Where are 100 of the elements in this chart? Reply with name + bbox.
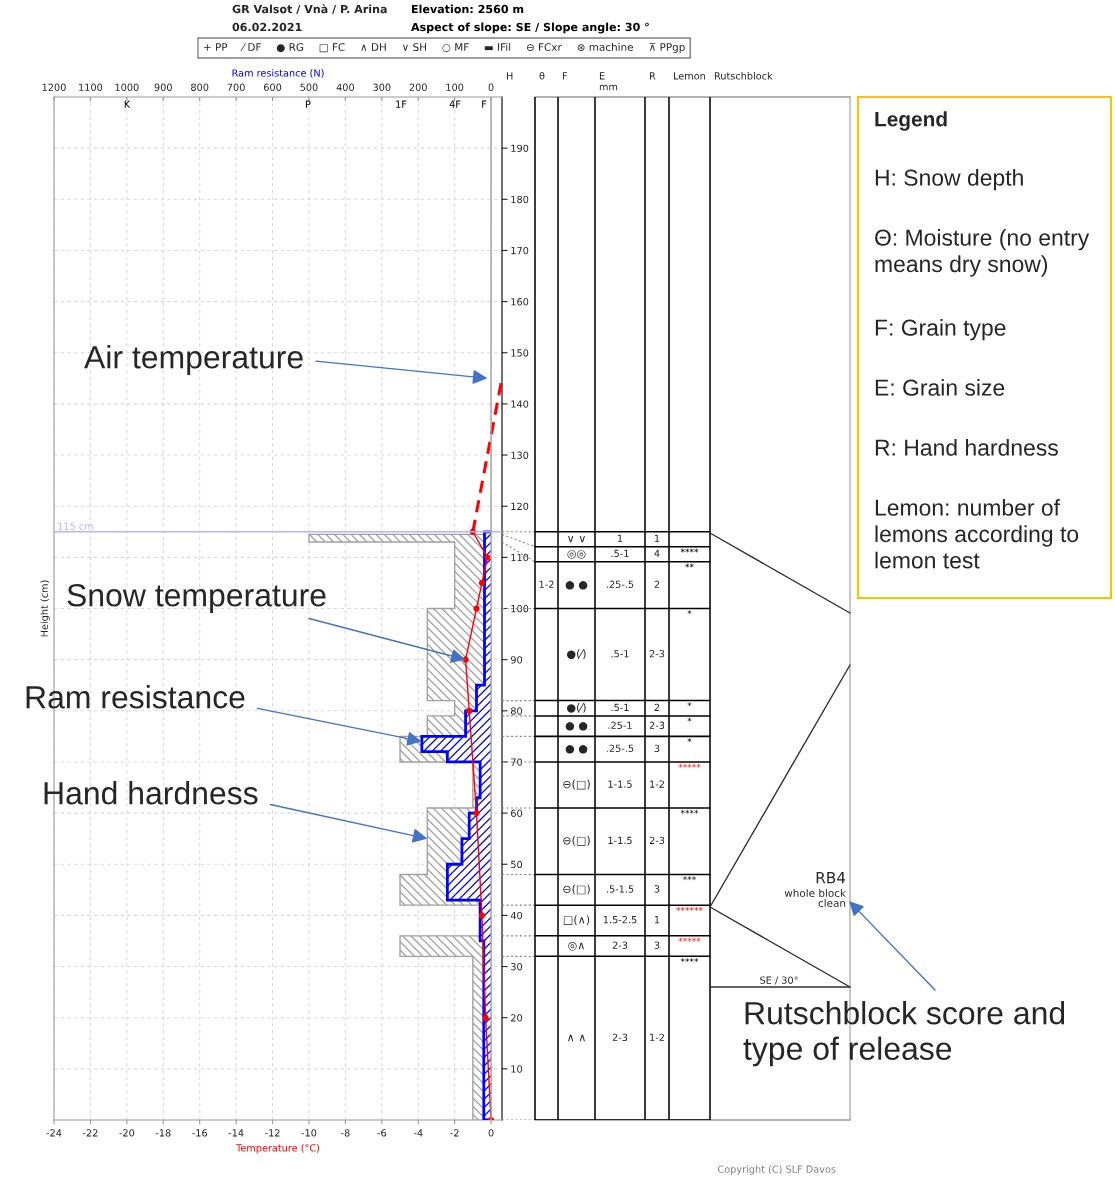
text: whole block — [784, 888, 846, 898]
x2-tick-label: 0 — [488, 83, 494, 91]
text: *** — [683, 876, 696, 881]
annotation: K — [124, 100, 131, 108]
y-tick-label: 70 — [511, 758, 523, 766]
text: Elevation: 2560 m — [412, 4, 524, 14]
x-tick-label: -16 — [192, 1129, 208, 1137]
text: ⊖(□) — [563, 835, 590, 846]
annotation: 4F — [449, 100, 461, 108]
y-tick-label: 110 — [511, 553, 529, 562]
y-tick-label: 10 — [511, 1065, 523, 1073]
text: Rutschblock score and type of release — [743, 1001, 1065, 1067]
text: * — [687, 717, 692, 722]
text: □(∧) — [563, 915, 590, 926]
y-tick-label: 150 — [511, 349, 529, 357]
y-tick-label: 180 — [511, 195, 529, 204]
text: ⁄ DF — [240, 43, 261, 52]
text: * — [687, 702, 692, 707]
text: ****** — [676, 906, 703, 911]
text: .25-.5 — [606, 744, 634, 752]
text: Θ: Moisture (no entry means dry snow) — [875, 229, 1090, 277]
text: H: Snow depth — [875, 169, 1023, 191]
text: 2 — [654, 703, 660, 711]
text: ● ● — [565, 581, 588, 590]
text: SE / 30° — [760, 976, 798, 985]
text: ⊼ PPgp — [649, 43, 685, 54]
y-tick-label: 20 — [511, 1014, 523, 1022]
text: 2-3 — [612, 941, 628, 949]
text: 4 — [654, 549, 660, 557]
text: Legend — [875, 111, 947, 131]
y-tick-label: 190 — [511, 144, 529, 152]
y-tick-label: 80 — [510, 707, 523, 715]
text: 1 — [617, 534, 623, 542]
x2-tick-label: 500 — [300, 83, 318, 91]
x-tick-label: 0 — [488, 1129, 494, 1137]
x-tick-label: -4 — [413, 1129, 423, 1137]
x-axis-title: Temperature (°C) — [236, 1144, 320, 1154]
annotation: P — [306, 100, 311, 108]
text: ● RG — [276, 43, 304, 53]
x-tick-label: -22 — [82, 1129, 98, 1137]
text: ▬ IFil — [484, 42, 511, 51]
text: ∨ SH — [402, 43, 426, 52]
text: ●(⁄) — [567, 649, 586, 660]
text: 2-3 — [649, 721, 665, 729]
x2-tick-label: 300 — [373, 83, 391, 91]
text: ○ MF — [442, 43, 469, 53]
text: .25-.5 — [606, 580, 634, 588]
ref-line-label: 115 cm — [58, 522, 93, 530]
text: 1-2 — [650, 780, 664, 788]
x-tick-label: -6 — [377, 1129, 387, 1137]
annotation: Air temperature — [84, 345, 303, 375]
text: ⊛ machine — [577, 42, 633, 52]
text: .5-1.5 — [606, 885, 634, 893]
text: * — [687, 610, 692, 615]
chart-subtitle: 06.02.2021 — [232, 22, 302, 32]
text: ***** — [678, 763, 701, 768]
text: ● ● — [565, 745, 588, 754]
annotation: Hand hardness — [44, 781, 258, 805]
y-tick-label: 50 — [511, 860, 523, 869]
text: ∧ DH — [361, 43, 386, 51]
text: □ FC — [319, 43, 345, 53]
text: 1.5-2.5 — [603, 915, 637, 924]
x-tick-label: -10 — [301, 1129, 317, 1137]
x2-axis-title: Ram resistance (N) — [232, 69, 324, 78]
text: 2-3 — [612, 1033, 628, 1041]
x2-tick-label: 600 — [263, 83, 282, 91]
text: **** — [680, 548, 699, 553]
annotation: F — [482, 100, 487, 108]
x2-tick-label: 400 — [336, 83, 355, 91]
x2-tick-label: 1100 — [79, 83, 103, 91]
x-tick-label: -12 — [265, 1129, 280, 1137]
text: .25-1 — [608, 721, 632, 729]
text: clean — [818, 898, 846, 908]
x2-tick-label: 200 — [409, 83, 427, 91]
y-tick-label: 120 — [511, 502, 529, 511]
text: ∧ ∧ — [568, 1034, 585, 1042]
x-tick-label: -8 — [341, 1129, 350, 1137]
x2-tick-label: 700 — [227, 83, 245, 91]
text: E: Grain size — [875, 379, 1005, 396]
y-tick-label: 140 — [511, 400, 529, 408]
category-label: E mm — [599, 72, 618, 91]
text: 2-3 — [649, 836, 665, 845]
text: .5-1 — [611, 650, 629, 658]
annotation: Snow temperature — [67, 583, 326, 613]
x2-tick-label: 800 — [191, 83, 209, 91]
y-tick-label: 130 — [511, 451, 529, 459]
chart-title: GR Valsot / Vnà / P. Arina — [232, 4, 387, 15]
x-tick-label: -18 — [155, 1129, 171, 1137]
text: Aspect of slope: SE / Slope angle: 30 ° — [411, 22, 649, 34]
category-label: θ — [539, 71, 545, 80]
y-tick-label: 100 — [511, 604, 529, 613]
text: ◎∧ — [568, 941, 584, 951]
text: ◎◎ — [567, 550, 586, 559]
x2-tick-label: 100 — [446, 83, 464, 91]
text: **** — [680, 957, 699, 963]
text: .5-1 — [611, 703, 629, 712]
text: R: Hand hardness — [875, 439, 1058, 456]
x-tick-label: -20 — [119, 1129, 135, 1137]
category-label: H — [506, 72, 513, 80]
text: * — [687, 738, 692, 743]
